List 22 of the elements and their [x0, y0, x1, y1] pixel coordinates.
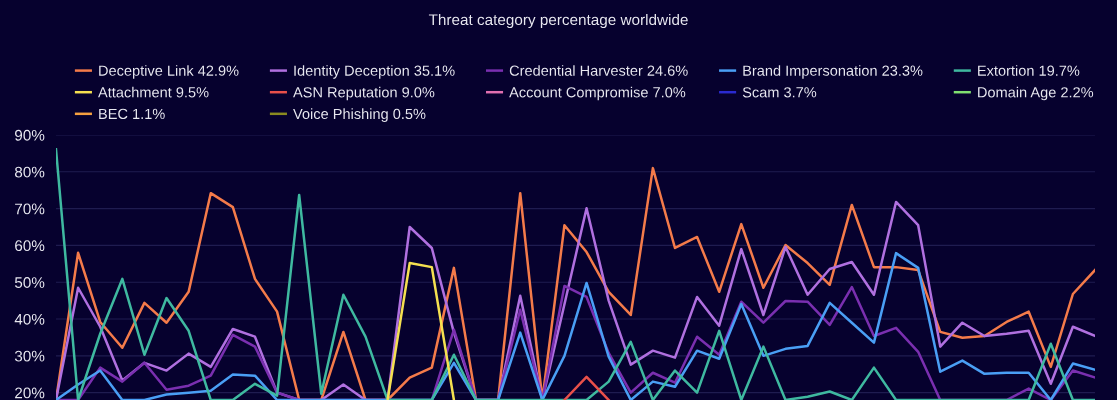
legend-label: Voice Phishing 0.5%: [293, 108, 426, 122]
y-tick-label: 90%: [15, 129, 45, 141]
legend-label: Attachment 9.5%: [98, 86, 209, 98]
legend-label: Deceptive Link 42.9%: [99, 65, 239, 79]
y-tick-label: 40%: [14, 313, 45, 325]
chart-title: Threat category percentage worldwide: [428, 13, 688, 29]
legend-label: BEC 1.1%: [99, 108, 165, 120]
y-tick-label: 80%: [14, 166, 45, 178]
legend-label: Brand Impersonation 23.3%: [743, 65, 923, 79]
y-tick-label: 30%: [14, 350, 45, 362]
y-tick-label: 20%: [15, 387, 45, 399]
legend-label: Extortion 19.7%: [978, 65, 1080, 76]
y-tick-label: 70%: [15, 203, 45, 215]
legend-label: ASN Reputation 9.0%: [293, 86, 435, 101]
line-series: [56, 251, 1095, 400]
legend-label: Scam 3.7%: [742, 87, 817, 98]
legend-label: Credential Harvester 24.6%: [509, 65, 688, 76]
y-tick-label: 50%: [14, 277, 45, 288]
legend-label: Account Compromise 7.0%: [509, 86, 686, 101]
legend-label: Domain Age 2.2%: [978, 86, 1094, 101]
legend-label: Identity Deception 35.1%: [294, 65, 455, 79]
y-tick-label: 60%: [15, 240, 45, 252]
